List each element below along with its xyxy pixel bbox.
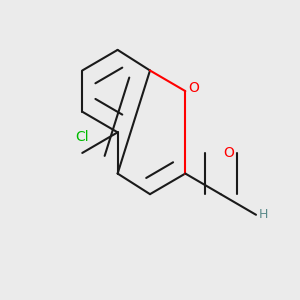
Text: Cl: Cl xyxy=(76,130,89,144)
Text: O: O xyxy=(188,81,199,95)
Text: H: H xyxy=(259,208,268,221)
Text: O: O xyxy=(224,146,235,160)
